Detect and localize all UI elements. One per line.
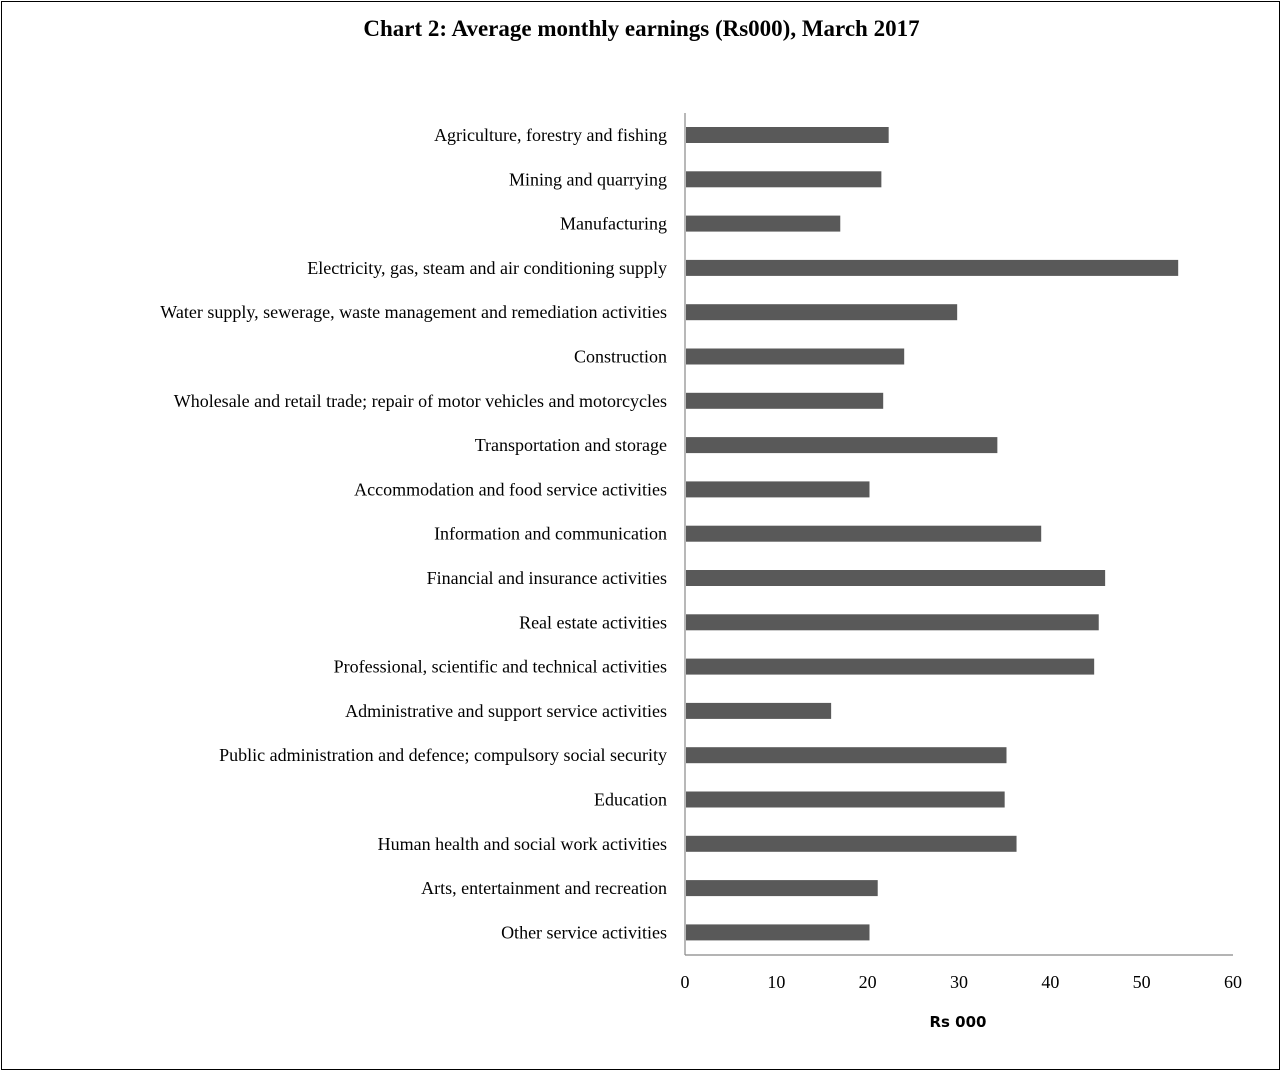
bar (686, 835, 1017, 852)
category-label: Accommodation and food service activitie… (354, 479, 667, 499)
category-label: Other service activities (501, 922, 667, 942)
bar (686, 259, 1179, 276)
category-label: Education (594, 790, 667, 810)
category-label: Agriculture, forestry and fishing (434, 125, 667, 145)
bar (686, 880, 878, 897)
category-label: Financial and insurance activities (427, 568, 667, 588)
x-tick-label: 50 (1133, 972, 1151, 992)
bar (686, 304, 958, 321)
category-label: Arts, entertainment and recreation (421, 878, 667, 898)
category-labels-group: Agriculture, forestry and fishing Mining … (160, 125, 667, 942)
bar (686, 614, 1099, 631)
bar (686, 924, 870, 941)
x-tick-label: 0 (681, 972, 690, 992)
bar (686, 215, 841, 232)
x-axis-title: Rs 000 (929, 1013, 986, 1031)
category-label: Wholesale and retail trade; repair of mo… (174, 391, 667, 411)
x-tick-label: 60 (1224, 972, 1242, 992)
category-label: Manufacturing (560, 214, 667, 234)
x-tick-label: 30 (950, 972, 968, 992)
bar (686, 658, 1095, 675)
bar (686, 702, 832, 719)
category-label: Human health and social work activities (378, 834, 667, 854)
bars-group (686, 127, 1179, 941)
bar (686, 570, 1106, 586)
bar (686, 525, 1042, 542)
bar (686, 392, 884, 409)
x-tick-label: 10 (767, 972, 785, 992)
category-label: Information and communication (434, 524, 667, 544)
category-label: Transportation and storage (475, 435, 667, 455)
category-label: Construction (574, 347, 667, 367)
bar (686, 481, 870, 498)
category-label: Professional, scientific and technical a… (334, 657, 667, 677)
category-label: Water supply, sewerage, waste management… (160, 302, 667, 322)
category-label: Mining and quarrying (509, 169, 667, 189)
bar (686, 171, 882, 188)
x-tick-label: 40 (1041, 972, 1059, 992)
bar (686, 127, 889, 143)
category-label: Administrative and support service activ… (345, 701, 667, 721)
category-label: Real estate activities (519, 612, 667, 632)
bar (686, 437, 998, 454)
bar (686, 791, 1005, 808)
bar (686, 348, 905, 365)
chart-title: Chart 2: Average monthly earnings (Rs000… (363, 16, 920, 41)
category-label: Electricity, gas, steam and air conditio… (307, 258, 667, 278)
category-label: Public administration and defence; compu… (219, 745, 667, 765)
bar (686, 747, 1007, 764)
x-ticks-group: 0 10 20 30 40 50 60 (681, 972, 1243, 992)
x-tick-label: 20 (859, 972, 877, 992)
